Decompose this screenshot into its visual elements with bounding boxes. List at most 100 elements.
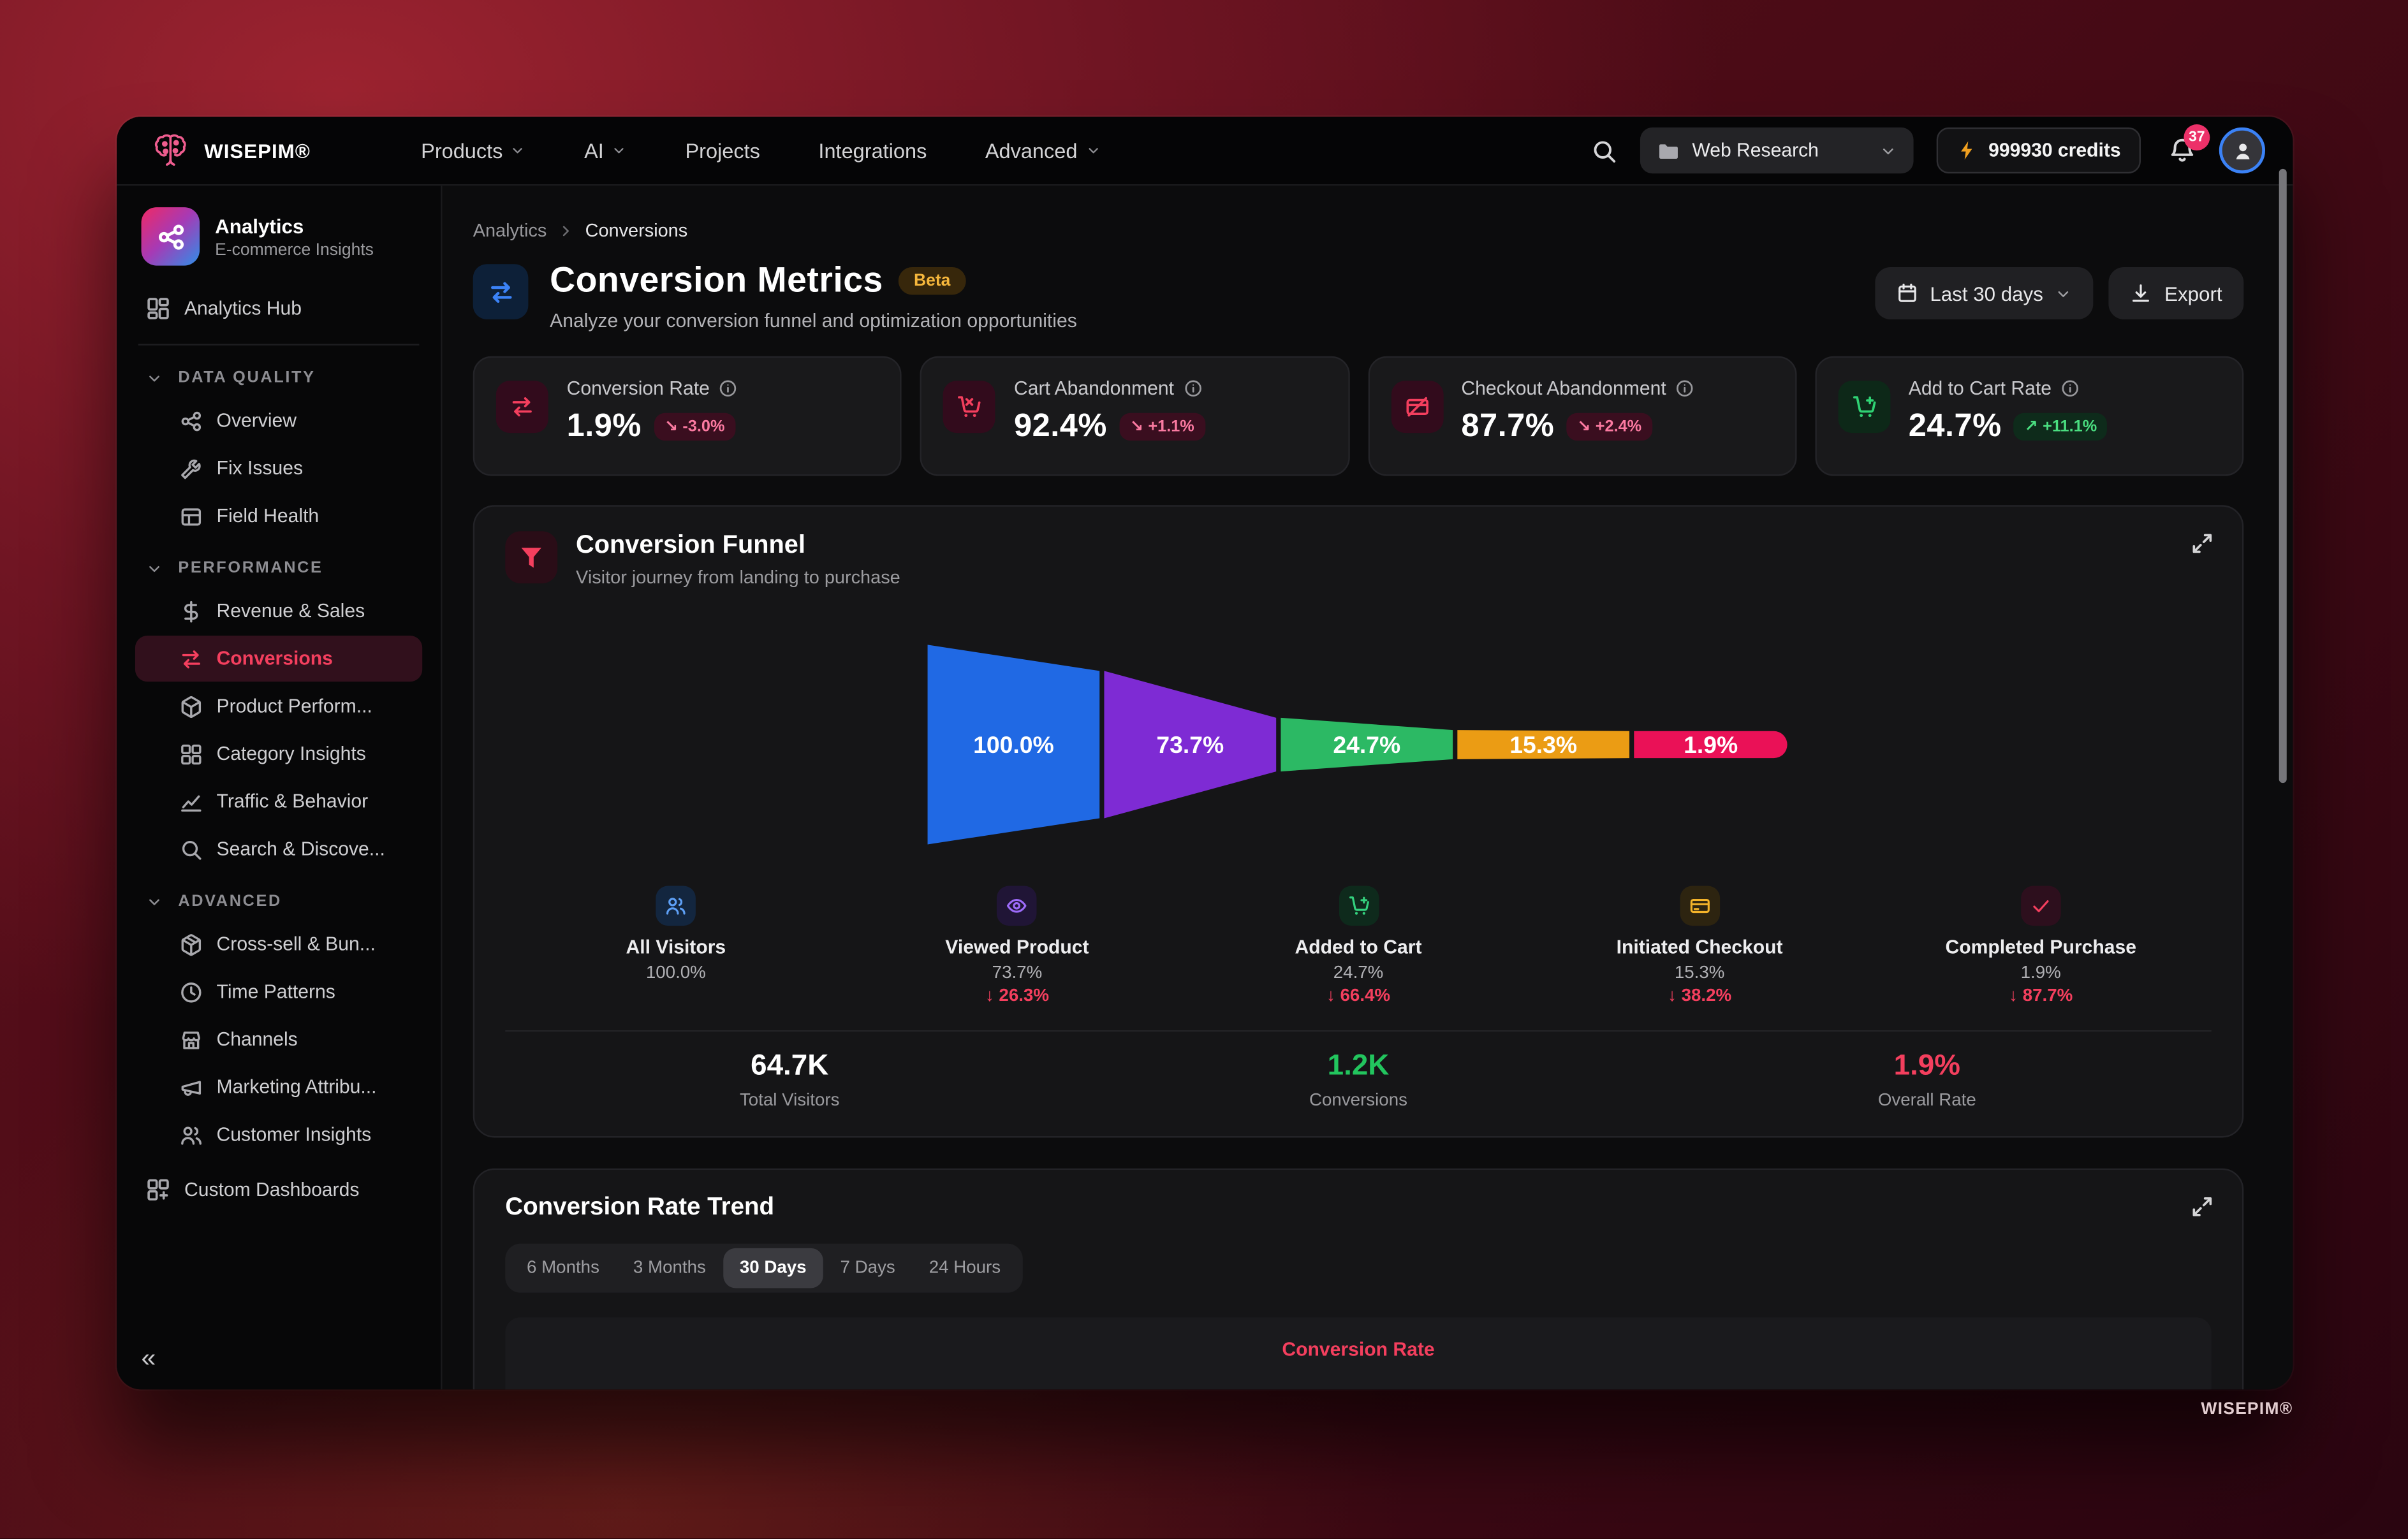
funnel-segment-viewed-product[interactable] [1103,671,1275,819]
funnel-value-label: 1.9% [1683,731,1737,758]
stage-pct: 73.7% [992,964,1043,983]
chevron-down-icon [1088,148,1098,154]
credits-button[interactable]: 999930 credits [1936,127,2141,174]
sidebar-item-customer-insights[interactable]: Customer Insights [135,1112,422,1158]
info-icon[interactable] [719,379,737,398]
sidebar-item-label: Search & Discove... [216,838,385,860]
sidebar-section-advanced[interactable]: ADVANCED [135,881,422,921]
brand[interactable]: WISEPIM® [150,131,311,171]
kpi-card-cart-abandonment[interactable]: Cart Abandonment 92.4% ↘ +1.1% [920,356,1349,476]
nav-item-products[interactable]: Products [421,139,525,162]
funnel-panel-subtitle: Visitor journey from landing to purchase [576,566,900,588]
sidebar-item-category-insights[interactable]: Category Insights [135,731,422,777]
date-range-button[interactable]: Last 30 days [1874,267,2094,319]
funnel-segment-added-to-cart[interactable] [1280,717,1452,772]
sidebar-app-header[interactable]: Analytics E-commerce Insights [135,201,422,266]
dashboard-icon [147,298,169,319]
primary-nav: Products AI Projects Integrations Advanc… [421,139,1100,162]
stage-drop: ↓ 38.2% [1668,987,1732,1006]
funnel-segment-initiated-checkout[interactable] [1457,730,1629,759]
chart-line-icon [181,794,202,811]
sidebar-item-product-performance[interactable]: Product Perform... [135,683,422,729]
sidebar-section-data-quality[interactable]: DATA QUALITY [135,358,422,398]
kpi-delta: +1.1% [1148,418,1194,436]
export-button[interactable]: Export [2109,267,2244,319]
expand-icon[interactable] [2190,531,2215,556]
nav-item-advanced[interactable]: Advanced [985,139,1101,162]
card-slash-icon [1390,381,1443,434]
desktop-watermark: WISEPIM® [2201,1400,2293,1419]
sidebar-item-label: Conversions [216,648,333,669]
nav-item-integrations[interactable]: Integrations [818,139,927,162]
stat-conversions: 1.2K Conversions [1074,1050,1643,1110]
sidebar-item-search-discovery[interactable]: Search & Discove... [135,826,422,872]
sidebar-item-overview[interactable]: Overview [135,398,422,444]
sidebar-item-conversions[interactable]: Conversions [135,635,423,682]
sidebar-item-fix-issues[interactable]: Fix Issues [135,445,422,491]
sidebar-item-cross-sell-bundles[interactable]: Cross-sell & Bun... [135,921,422,967]
info-icon[interactable] [1675,379,1694,398]
tab-30-days[interactable]: 30 Days [723,1248,824,1288]
sidebar-section-performance[interactable]: PERFORMANCE [135,548,422,588]
nav-item-projects[interactable]: Projects [685,139,760,162]
funnel-value-label: 24.7% [1332,731,1400,758]
workspace-selector[interactable]: Web Research [1640,127,1914,174]
info-icon[interactable] [1183,379,1201,398]
search-icon[interactable] [1590,138,1617,164]
stage-drop: ↓ 26.3% [985,987,1049,1006]
nav-item-label: Integrations [818,138,927,163]
chevron-down-icon [614,148,624,154]
kpi-delta-badge: ↘ +2.4% [1566,412,1653,441]
tab-3-months[interactable]: 3 Months [633,1258,706,1278]
main-content: Analytics Conversions Conversion Metrics… [442,186,2293,1390]
sidebar-item-marketing-attribution[interactable]: Marketing Attribu... [135,1064,422,1110]
stage-pct: 1.9% [2020,964,2061,983]
nav-item-ai[interactable]: AI [584,139,627,162]
funnel-value-label: 73.7% [1156,731,1223,758]
sidebar-app-title: Analytics [215,214,304,238]
credit-card-icon [1679,886,1720,926]
notifications-button[interactable]: 37 [2168,124,2210,164]
sidebar-item-label: Product Perform... [216,695,372,717]
sidebar-item-traffic-behavior[interactable]: Traffic & Behavior [135,778,422,824]
sidebar-item-custom-dashboards[interactable]: Custom Dashboards [135,1167,422,1213]
stage-name: All Visitors [626,936,726,958]
kpi-card-add-to-cart-rate[interactable]: Add to Cart Rate 24.7% ↗ +11.1% [1814,356,2244,476]
sidebar-collapse-button[interactable]: « [141,1343,156,1373]
tab-7-days[interactable]: 7 Days [840,1258,895,1278]
sidebar-item-time-patterns[interactable]: Time Patterns [135,969,422,1015]
sidebar-item-analytics-hub[interactable]: Analytics Hub [135,286,422,332]
expand-icon[interactable] [2190,1195,2215,1220]
trend-panel-title: Conversion Rate Trend [505,1194,775,1221]
kpi-card-checkout-abandonment[interactable]: Checkout Abandonment 87.7% ↘ +2.4% [1367,356,1796,476]
dashboard-plus-icon [147,1179,169,1201]
megaphone-icon [181,1080,202,1095]
user-avatar[interactable] [2219,127,2266,174]
funnel-stats-divider [505,1030,2212,1032]
sidebar-item-channels[interactable]: Channels [135,1016,422,1062]
funnel-segment-all-visitors[interactable] [927,645,1099,845]
kpi-delta: +2.4% [1595,418,1642,436]
store-icon [182,1030,200,1049]
dollar-icon [184,600,198,622]
notification-badge: 37 [2184,124,2210,150]
trend-legend: Conversion Rate [1282,1338,1435,1360]
tab-24-hours[interactable]: 24 Hours [929,1258,1001,1278]
sidebar-item-field-health[interactable]: Field Health [135,493,422,539]
sidebar-item-label: Marketing Attribu... [216,1076,377,1098]
scrollbar-thumb[interactable] [2279,168,2287,784]
stat-value: 1.2K [1327,1050,1390,1083]
kpi-delta: -3.0% [682,418,725,436]
breadcrumb: Analytics Conversions [473,219,2244,241]
sidebar-app-subtitle: E-commerce Insights [215,240,374,259]
sidebar-item-revenue-sales[interactable]: Revenue & Sales [135,588,422,634]
kpi-card-conversion-rate[interactable]: Conversion Rate 1.9% ↘ -3.0% [473,356,902,476]
info-icon[interactable] [2060,379,2079,398]
chevron-down-icon [149,375,159,381]
kpi-delta: +11.1% [2043,418,2097,436]
funnel-segment-completed-purchase[interactable] [1633,731,1787,759]
breadcrumb-analytics[interactable]: Analytics [473,219,547,242]
stage-drop: ↓ 66.4% [1326,987,1391,1006]
tab-6-months[interactable]: 6 Months [526,1258,599,1278]
